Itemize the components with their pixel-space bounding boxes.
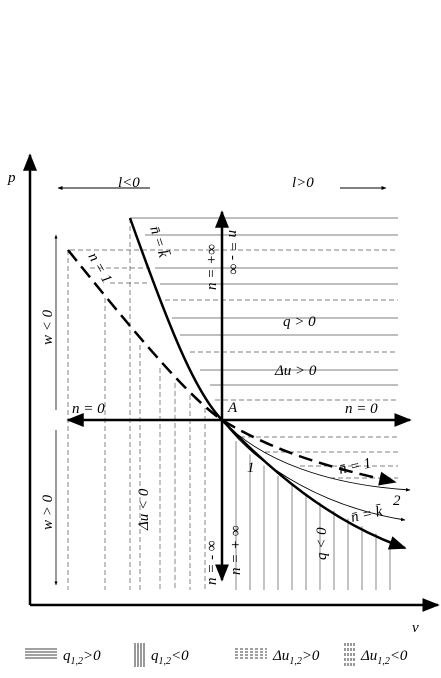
- axis-label: p: [7, 170, 16, 186]
- label: l<0: [118, 175, 140, 191]
- label: 2: [393, 493, 401, 509]
- legend-label: Δu1,2>0: [272, 648, 320, 667]
- legend-label: q1,2>0: [63, 648, 101, 667]
- label: n = +∞: [204, 244, 220, 290]
- legend-subscript: 1,2: [159, 656, 172, 667]
- legend-subscript: 1,2: [71, 656, 84, 667]
- legend-label: q1,2<0: [151, 648, 189, 667]
- label: n̄ = k̄: [146, 224, 171, 259]
- curve-2: [221, 419, 406, 522]
- legend-condition: <0: [171, 648, 189, 664]
- label: 1: [247, 460, 255, 476]
- label: q > 0: [283, 314, 316, 330]
- legend-symbol: q: [63, 648, 71, 664]
- legend-symbol: Δu: [360, 648, 377, 664]
- label: n = 0: [345, 401, 378, 417]
- label: n = 0: [72, 401, 105, 417]
- legend: q1,2>0 q1,2<0 Δu1,2>0 Δu1,2<0: [25, 643, 408, 667]
- label: Δu > 0: [274, 363, 317, 379]
- label: n̄ = k̄: [350, 504, 385, 526]
- label: n = - ∞: [204, 540, 220, 585]
- legend-condition: >0: [83, 648, 101, 664]
- label: n̄ = 1: [338, 455, 373, 477]
- label: l>0: [292, 175, 314, 191]
- legend-condition: <0: [390, 648, 408, 664]
- label: n = + ∞: [228, 525, 244, 575]
- adiabat: [128, 217, 407, 550]
- label: Δu < 0: [136, 488, 152, 531]
- label: w > 0: [40, 494, 56, 530]
- legend-subscript: 1,2: [377, 656, 390, 667]
- legend-symbol: q: [151, 648, 159, 664]
- curve-1: [221, 419, 411, 492]
- legend-condition: >0: [302, 648, 320, 664]
- legend-subscript: 1,2: [289, 656, 302, 667]
- label: A: [227, 400, 238, 416]
- axis-label: v: [412, 620, 419, 636]
- label: n = - ∞: [225, 230, 241, 275]
- legend-label: Δu1,2<0: [360, 648, 408, 667]
- isotherm: [67, 249, 397, 486]
- legend-symbol: Δu: [272, 648, 289, 664]
- label: q < 0: [314, 527, 330, 560]
- label: w < 0: [40, 309, 56, 345]
